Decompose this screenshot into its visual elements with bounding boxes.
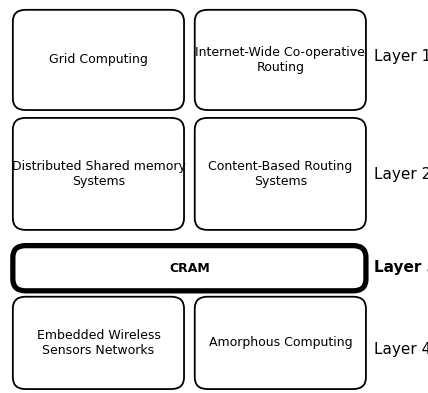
Text: Layer 3: Layer 3 [374, 260, 428, 275]
FancyBboxPatch shape [195, 118, 366, 230]
Text: Grid Computing: Grid Computing [49, 53, 148, 66]
Text: Layer 2: Layer 2 [374, 167, 428, 182]
Text: CRAM: CRAM [169, 262, 210, 275]
Text: Internet-Wide Co-operative
Routing: Internet-Wide Co-operative Routing [196, 46, 365, 74]
Text: Layer 4: Layer 4 [374, 342, 428, 357]
FancyBboxPatch shape [13, 297, 184, 389]
FancyBboxPatch shape [13, 10, 184, 110]
Text: Distributed Shared memory
Systems: Distributed Shared memory Systems [12, 160, 185, 188]
Text: Content-Based Routing
Systems: Content-Based Routing Systems [208, 160, 353, 188]
Text: Layer 1: Layer 1 [374, 50, 428, 64]
FancyBboxPatch shape [13, 246, 366, 291]
FancyBboxPatch shape [13, 118, 184, 230]
Text: Amorphous Computing: Amorphous Computing [208, 336, 352, 349]
Text: Embedded Wireless
Sensors Networks: Embedded Wireless Sensors Networks [36, 329, 160, 357]
FancyBboxPatch shape [195, 10, 366, 110]
FancyBboxPatch shape [195, 297, 366, 389]
